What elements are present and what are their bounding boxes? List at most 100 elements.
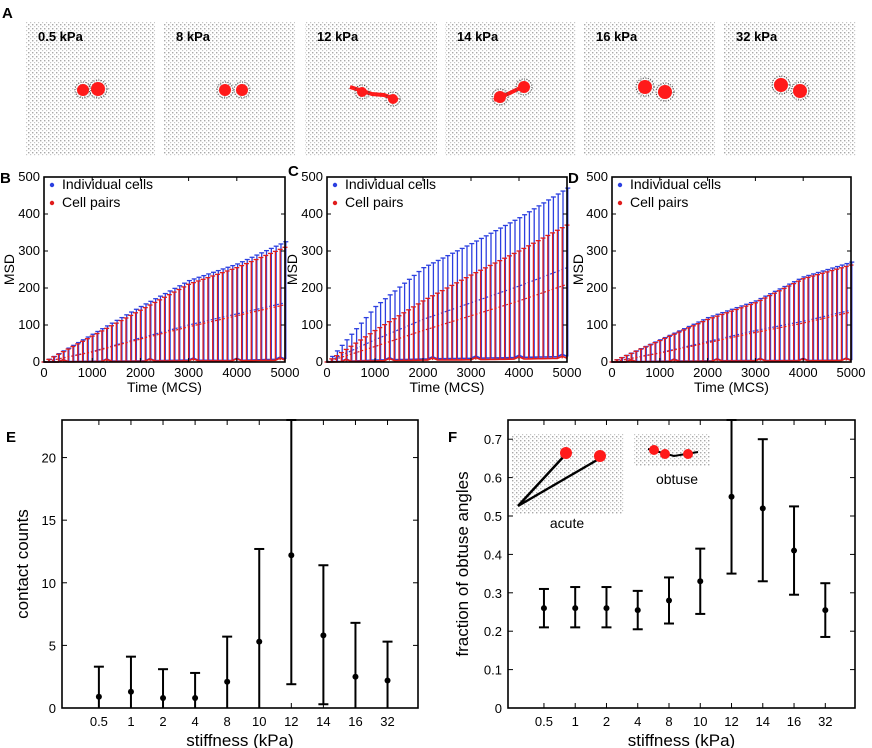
cell — [594, 450, 606, 462]
x-tick-label: 1 — [572, 714, 579, 729]
snapshot-label: 0.5 kPa — [38, 29, 84, 44]
data-point — [256, 638, 263, 645]
y-tick-label: 0 — [49, 701, 56, 716]
cell-outline — [385, 91, 401, 107]
cell-outline — [88, 79, 108, 99]
acute-label: acute — [550, 515, 584, 531]
x-tick-label: 1000 — [361, 365, 390, 380]
y-tick-label: 300 — [301, 243, 323, 258]
data-point — [160, 694, 167, 701]
cell — [388, 94, 398, 104]
acute-angle-arm — [517, 453, 567, 507]
legend-entry: Cell pairs — [630, 194, 688, 210]
msd-chart-d: 0 1000 2000 3000 4000 5000 0 100 200 300 400 500 Tim… — [570, 169, 865, 395]
x-tick-label: 14 — [316, 714, 330, 729]
x-tick-label: 0 — [608, 365, 615, 380]
cell-outline — [216, 81, 234, 99]
data-point — [540, 605, 547, 612]
data-point — [665, 597, 672, 604]
y-axis-label: contact counts — [13, 509, 32, 619]
cell — [357, 87, 367, 97]
y-tick-label: 200 — [586, 280, 608, 295]
snapshot-strip: 0.5 kPa 8 kPa 12 kPa 14 kPa 16 kPa 32 kPa — [26, 22, 856, 156]
x-tick-label: 12 — [724, 714, 738, 729]
panel-label-b: B — [0, 170, 11, 187]
x-tick-label: 16 — [348, 714, 362, 729]
x-tick-label: 2 — [159, 714, 166, 729]
x-tick-label: 4000 — [505, 365, 534, 380]
snapshot-label: 16 kPa — [596, 29, 638, 44]
x-tick-label: 16 — [787, 714, 801, 729]
snapshot-label: 14 kPa — [457, 29, 499, 44]
cell — [649, 445, 659, 455]
y-tick-label: 0 — [316, 354, 323, 369]
y-tick-label: 0.3 — [484, 586, 502, 601]
x-tick-label: 5000 — [837, 365, 866, 380]
cell-outline — [354, 84, 370, 100]
y-tick-label: 0 — [33, 354, 40, 369]
cell-outline — [74, 81, 92, 99]
legend-entry: Cell pairs — [345, 194, 403, 210]
cell-outline — [491, 88, 509, 106]
cell — [494, 91, 506, 103]
x-tick-label: 32 — [380, 714, 394, 729]
data-point — [320, 632, 327, 639]
x-tick-label: 4 — [634, 714, 641, 729]
y-axis-label: MSD — [284, 254, 300, 285]
y-tick-label: 300 — [18, 243, 40, 258]
cell — [236, 84, 248, 96]
x-tick-label: 2000 — [126, 365, 155, 380]
x-tick-label: 1000 — [78, 365, 107, 380]
x-tick-label: 5000 — [553, 365, 582, 380]
obtuse-inset-lattice — [634, 434, 710, 466]
y-tick-label: 0.5 — [484, 509, 502, 524]
data-point — [603, 605, 610, 612]
cell — [683, 449, 693, 459]
cell — [660, 449, 670, 459]
data-point — [192, 694, 199, 701]
legend-entry: Cell pairs — [62, 194, 120, 210]
data-point — [728, 493, 735, 500]
x-tick-label: 10 — [252, 714, 266, 729]
y-tick-label: 0.4 — [484, 547, 502, 562]
x-tick-label: 0 — [323, 365, 330, 380]
msd-chart-b: 0 1000 2000 3000 4000 5000 0 100 200 300 400 500 Tim… — [1, 169, 299, 395]
data-point — [95, 693, 102, 700]
legend-marker — [332, 200, 338, 206]
snapshot-lattice — [445, 22, 576, 156]
data-point — [352, 673, 359, 680]
cell — [560, 447, 572, 459]
y-tick-label: 0.6 — [484, 471, 502, 486]
x-tick-label: 2 — [603, 714, 610, 729]
x-tick-label: 14 — [756, 714, 770, 729]
plot-frame — [611, 176, 852, 363]
x-tick-label: 10 — [693, 714, 707, 729]
y-axis-label: MSD — [1, 254, 17, 285]
x-tick-label: 0.5 — [535, 714, 553, 729]
x-tick-label: 8 — [665, 714, 672, 729]
mean-line-pairs — [43, 304, 286, 363]
data-point — [572, 605, 579, 612]
acute-inset-lattice — [512, 434, 624, 514]
legend-marker — [332, 182, 338, 188]
snapshot-label: 8 kPa — [176, 29, 211, 44]
x-axis-label: stiffness (kPa) — [628, 731, 735, 748]
x-tick-label: 8 — [224, 714, 231, 729]
x-axis-label: Time (MCS) — [127, 379, 202, 395]
plot-frame — [326, 176, 568, 363]
y-tick-label: 5 — [49, 638, 56, 653]
plot-frame — [43, 176, 286, 363]
x-tick-label: 3000 — [174, 365, 203, 380]
x-tick-label: 3000 — [457, 365, 486, 380]
snapshot-lattice — [26, 22, 155, 156]
plot-frame — [507, 419, 856, 709]
cell — [77, 84, 89, 96]
panel-label-d: D — [568, 170, 579, 187]
snapshot-label: 12 kPa — [317, 29, 359, 44]
y-tick-label: 300 — [586, 243, 608, 258]
y-tick-label: 20 — [42, 451, 56, 466]
cell — [774, 78, 788, 92]
legend-marker — [617, 200, 623, 206]
